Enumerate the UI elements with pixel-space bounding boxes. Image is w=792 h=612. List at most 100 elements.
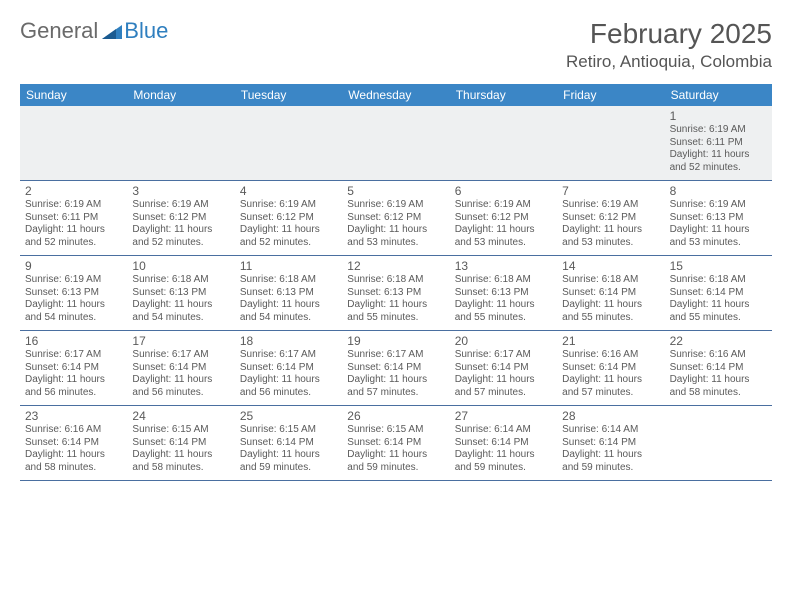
calendar: Sunday Monday Tuesday Wednesday Thursday… — [20, 84, 772, 481]
day-cell: 12Sunrise: 6:18 AMSunset: 6:13 PMDayligh… — [342, 256, 449, 330]
day-info: Sunrise: 6:16 AMSunset: 6:14 PMDaylight:… — [25, 424, 122, 474]
daylight-text: Daylight: 11 hours and 57 minutes. — [562, 374, 659, 399]
sunset-text: Sunset: 6:14 PM — [562, 287, 659, 300]
day-number: 3 — [132, 184, 229, 198]
day-number: 28 — [562, 409, 659, 423]
day-number: 15 — [670, 259, 767, 273]
sunset-text: Sunset: 6:14 PM — [562, 437, 659, 450]
day-info: Sunrise: 6:19 AMSunset: 6:11 PMDaylight:… — [25, 199, 122, 249]
daylight-text: Daylight: 11 hours and 57 minutes. — [455, 374, 552, 399]
day-cell: 6Sunrise: 6:19 AMSunset: 6:12 PMDaylight… — [450, 181, 557, 255]
sunset-text: Sunset: 6:14 PM — [455, 362, 552, 375]
daylight-text: Daylight: 11 hours and 55 minutes. — [347, 299, 444, 324]
sunrise-text: Sunrise: 6:14 AM — [562, 424, 659, 437]
day-cell: 4Sunrise: 6:19 AMSunset: 6:12 PMDaylight… — [235, 181, 342, 255]
day-cell — [665, 406, 772, 480]
sunset-text: Sunset: 6:12 PM — [562, 212, 659, 225]
daylight-text: Daylight: 11 hours and 54 minutes. — [240, 299, 337, 324]
sunrise-text: Sunrise: 6:15 AM — [132, 424, 229, 437]
daylight-text: Daylight: 11 hours and 53 minutes. — [455, 224, 552, 249]
day-cell: 3Sunrise: 6:19 AMSunset: 6:12 PMDaylight… — [127, 181, 234, 255]
day-cell: 13Sunrise: 6:18 AMSunset: 6:13 PMDayligh… — [450, 256, 557, 330]
day-number: 26 — [347, 409, 444, 423]
week-row: 1Sunrise: 6:19 AMSunset: 6:11 PMDaylight… — [20, 106, 772, 181]
sunset-text: Sunset: 6:14 PM — [562, 362, 659, 375]
sunrise-text: Sunrise: 6:17 AM — [240, 349, 337, 362]
day-number: 14 — [562, 259, 659, 273]
day-info: Sunrise: 6:19 AMSunset: 6:12 PMDaylight:… — [132, 199, 229, 249]
day-number: 24 — [132, 409, 229, 423]
sunset-text: Sunset: 6:14 PM — [132, 437, 229, 450]
day-info: Sunrise: 6:15 AMSunset: 6:14 PMDaylight:… — [347, 424, 444, 474]
sunset-text: Sunset: 6:11 PM — [670, 137, 767, 150]
sunset-text: Sunset: 6:13 PM — [347, 287, 444, 300]
sunrise-text: Sunrise: 6:19 AM — [25, 274, 122, 287]
day-cell — [450, 106, 557, 180]
day-number: 4 — [240, 184, 337, 198]
day-info: Sunrise: 6:19 AMSunset: 6:12 PMDaylight:… — [347, 199, 444, 249]
day-info: Sunrise: 6:17 AMSunset: 6:14 PMDaylight:… — [455, 349, 552, 399]
day-cell: 23Sunrise: 6:16 AMSunset: 6:14 PMDayligh… — [20, 406, 127, 480]
sunrise-text: Sunrise: 6:19 AM — [347, 199, 444, 212]
day-number: 20 — [455, 334, 552, 348]
day-number: 18 — [240, 334, 337, 348]
title-block: February 2025 Retiro, Antioquia, Colombi… — [566, 18, 772, 72]
logo-text-1: General — [20, 18, 98, 44]
day-cell: 16Sunrise: 6:17 AMSunset: 6:14 PMDayligh… — [20, 331, 127, 405]
day-number: 2 — [25, 184, 122, 198]
sunrise-text: Sunrise: 6:19 AM — [670, 199, 767, 212]
day-info: Sunrise: 6:19 AMSunset: 6:11 PMDaylight:… — [670, 124, 767, 174]
day-number: 8 — [670, 184, 767, 198]
week-row: 2Sunrise: 6:19 AMSunset: 6:11 PMDaylight… — [20, 181, 772, 256]
logo-triangle-icon — [102, 23, 122, 39]
day-cell: 26Sunrise: 6:15 AMSunset: 6:14 PMDayligh… — [342, 406, 449, 480]
day-cell — [235, 106, 342, 180]
sunset-text: Sunset: 6:14 PM — [240, 437, 337, 450]
daylight-text: Daylight: 11 hours and 54 minutes. — [132, 299, 229, 324]
logo-text-2: Blue — [124, 18, 168, 44]
day-cell: 21Sunrise: 6:16 AMSunset: 6:14 PMDayligh… — [557, 331, 664, 405]
daylight-text: Daylight: 11 hours and 55 minutes. — [670, 299, 767, 324]
sunset-text: Sunset: 6:12 PM — [455, 212, 552, 225]
weekday-header: Wednesday — [342, 84, 449, 106]
daylight-text: Daylight: 11 hours and 58 minutes. — [132, 449, 229, 474]
weekday-header-row: Sunday Monday Tuesday Wednesday Thursday… — [20, 84, 772, 106]
day-info: Sunrise: 6:17 AMSunset: 6:14 PMDaylight:… — [132, 349, 229, 399]
day-cell: 22Sunrise: 6:16 AMSunset: 6:14 PMDayligh… — [665, 331, 772, 405]
daylight-text: Daylight: 11 hours and 52 minutes. — [670, 149, 767, 174]
day-number: 22 — [670, 334, 767, 348]
sunrise-text: Sunrise: 6:17 AM — [132, 349, 229, 362]
sunrise-text: Sunrise: 6:19 AM — [240, 199, 337, 212]
day-info: Sunrise: 6:17 AMSunset: 6:14 PMDaylight:… — [347, 349, 444, 399]
day-number: 5 — [347, 184, 444, 198]
day-cell: 1Sunrise: 6:19 AMSunset: 6:11 PMDaylight… — [665, 106, 772, 180]
day-cell: 7Sunrise: 6:19 AMSunset: 6:12 PMDaylight… — [557, 181, 664, 255]
weekday-header: Saturday — [665, 84, 772, 106]
day-info: Sunrise: 6:15 AMSunset: 6:14 PMDaylight:… — [132, 424, 229, 474]
daylight-text: Daylight: 11 hours and 59 minutes. — [455, 449, 552, 474]
sunset-text: Sunset: 6:13 PM — [240, 287, 337, 300]
sunrise-text: Sunrise: 6:18 AM — [455, 274, 552, 287]
weekday-header: Sunday — [20, 84, 127, 106]
weekday-header: Thursday — [450, 84, 557, 106]
sunrise-text: Sunrise: 6:18 AM — [562, 274, 659, 287]
day-info: Sunrise: 6:19 AMSunset: 6:12 PMDaylight:… — [240, 199, 337, 249]
sunset-text: Sunset: 6:14 PM — [455, 437, 552, 450]
weekday-header: Tuesday — [235, 84, 342, 106]
day-info: Sunrise: 6:19 AMSunset: 6:12 PMDaylight:… — [455, 199, 552, 249]
day-info: Sunrise: 6:17 AMSunset: 6:14 PMDaylight:… — [25, 349, 122, 399]
day-number: 9 — [25, 259, 122, 273]
sunrise-text: Sunrise: 6:14 AM — [455, 424, 552, 437]
day-number: 1 — [670, 109, 767, 123]
day-info: Sunrise: 6:18 AMSunset: 6:13 PMDaylight:… — [240, 274, 337, 324]
day-info: Sunrise: 6:18 AMSunset: 6:14 PMDaylight:… — [562, 274, 659, 324]
day-cell: 25Sunrise: 6:15 AMSunset: 6:14 PMDayligh… — [235, 406, 342, 480]
day-info: Sunrise: 6:16 AMSunset: 6:14 PMDaylight:… — [670, 349, 767, 399]
daylight-text: Daylight: 11 hours and 58 minutes. — [25, 449, 122, 474]
daylight-text: Daylight: 11 hours and 59 minutes. — [562, 449, 659, 474]
day-info: Sunrise: 6:18 AMSunset: 6:14 PMDaylight:… — [670, 274, 767, 324]
sunrise-text: Sunrise: 6:19 AM — [562, 199, 659, 212]
sunrise-text: Sunrise: 6:16 AM — [25, 424, 122, 437]
day-cell: 11Sunrise: 6:18 AMSunset: 6:13 PMDayligh… — [235, 256, 342, 330]
sunrise-text: Sunrise: 6:19 AM — [455, 199, 552, 212]
